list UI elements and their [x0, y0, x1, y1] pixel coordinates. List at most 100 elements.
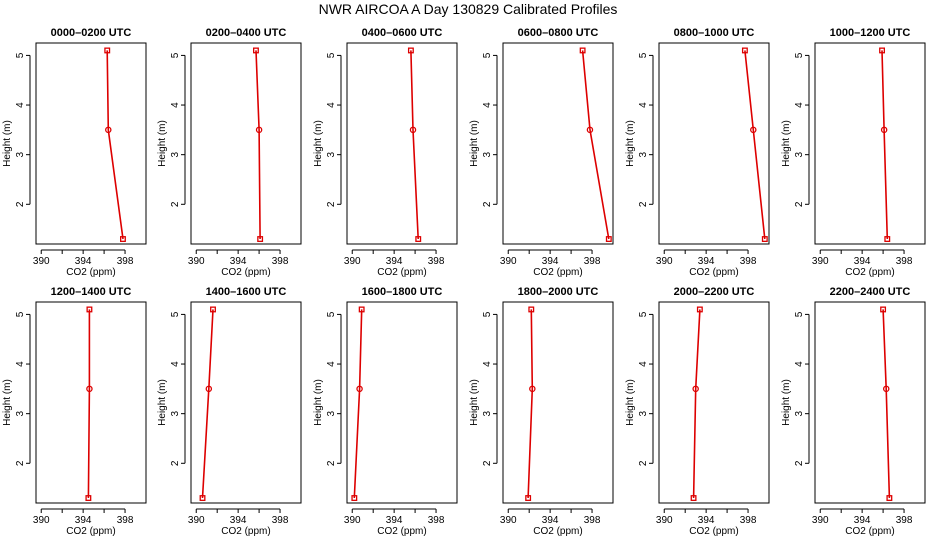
x-tick-label: 394: [542, 515, 559, 526]
y-tick-label: 5: [794, 311, 805, 317]
x-tick-label: 398: [740, 256, 757, 267]
y-tick-label: 4: [482, 102, 493, 108]
x-tick-label: 394: [698, 515, 715, 526]
y-axis-label: Height (m): [469, 379, 480, 426]
y-tick-label: 5: [170, 52, 181, 58]
x-axis-label: CO2 (ppm): [66, 267, 115, 278]
y-tick-label: 5: [638, 52, 649, 58]
profile-point: [205, 385, 213, 393]
x-tick-label: 394: [386, 515, 403, 526]
x-tick-label: 398: [584, 256, 601, 267]
x-tick-label: 390: [188, 256, 205, 267]
y-tick-label: 5: [482, 52, 493, 58]
panel-title: 1600–1800 UTC: [362, 286, 443, 298]
y-axis-label: Height (m): [2, 120, 13, 167]
x-tick-label: 390: [656, 256, 673, 267]
profile-point: [257, 236, 264, 242]
x-tick-label: 390: [344, 256, 361, 267]
y-tick-label: 5: [170, 311, 181, 317]
x-tick-label: 390: [500, 256, 517, 267]
profile-line: [527, 309, 534, 499]
panel-title: 1200–1400 UTC: [51, 286, 132, 298]
x-tick-label: 398: [896, 515, 913, 526]
profile-line: [353, 309, 363, 499]
profile-point: [407, 47, 414, 54]
profile-point: [696, 306, 703, 313]
x-tick-label: 390: [656, 515, 673, 526]
profile-point: [579, 47, 586, 54]
x-tick-label: 398: [272, 515, 289, 526]
profile-point: [253, 47, 259, 54]
profile-point: [690, 495, 697, 501]
x-tick-label: 398: [740, 515, 757, 526]
x-axis-label: CO2 (ppm): [689, 267, 738, 278]
x-axis-label: CO2 (ppm): [689, 526, 738, 537]
profile-point: [741, 47, 748, 54]
y-tick-label: 4: [15, 102, 26, 108]
y-tick-label: 3: [170, 151, 181, 157]
profile-point: [605, 236, 612, 242]
y-tick-label: 5: [15, 311, 26, 317]
x-axis-label: CO2 (ppm): [377, 526, 426, 537]
x-tick-label: 398: [428, 256, 445, 267]
y-axis-label: Height (m): [781, 120, 792, 167]
profile-point: [692, 385, 699, 393]
x-tick-label: 390: [33, 256, 50, 267]
panel-title: 0200–0400 UTC: [206, 27, 287, 39]
plot-frame: [346, 301, 458, 504]
profile-point: [358, 306, 365, 313]
profile-line: [882, 309, 891, 499]
y-axis-label: Height (m): [313, 379, 324, 426]
panel-title: 2000–2200 UTC: [674, 286, 755, 298]
profile-point: [105, 126, 112, 134]
x-tick-label: 398: [117, 256, 134, 267]
profile-point: [884, 236, 891, 242]
plot-frame: [814, 301, 926, 504]
x-tick-label: 398: [272, 256, 289, 267]
profile-line: [255, 50, 261, 240]
profile-point: [86, 306, 93, 313]
x-tick-label: 398: [896, 256, 913, 267]
profile-point: [356, 385, 363, 393]
profile-line: [106, 50, 124, 240]
x-tick-label: 390: [500, 515, 517, 526]
profile-point: [351, 495, 358, 501]
plot-frame: [814, 42, 926, 245]
x-tick-label: 394: [542, 256, 559, 267]
x-axis-label: CO2 (ppm): [533, 267, 582, 278]
profile-point: [879, 47, 885, 54]
y-tick-label: 5: [15, 52, 26, 58]
profile-point: [415, 236, 422, 242]
x-tick-label: 394: [386, 256, 403, 267]
profile-line: [581, 50, 610, 240]
y-tick-label: 4: [794, 361, 805, 367]
y-axis-label: Height (m): [781, 379, 792, 426]
profile-line: [87, 309, 91, 499]
y-tick-label: 2: [15, 201, 26, 207]
y-tick-label: 2: [15, 460, 26, 466]
y-tick-label: 2: [326, 460, 337, 466]
y-tick-label: 2: [170, 460, 181, 466]
y-tick-label: 3: [15, 410, 26, 416]
y-tick-label: 2: [794, 201, 805, 207]
profile-point: [120, 236, 126, 242]
x-tick-label: 390: [33, 515, 50, 526]
profile-point: [880, 306, 887, 313]
y-axis-label: Height (m): [2, 379, 13, 426]
y-tick-label: 4: [170, 361, 181, 367]
x-tick-label: 394: [230, 256, 247, 267]
y-tick-label: 2: [482, 460, 493, 466]
panel-title: 1000–1200 UTC: [830, 27, 911, 39]
plot-frame: [658, 42, 770, 245]
y-tick-label: 2: [638, 201, 649, 207]
profile-point: [750, 126, 757, 134]
